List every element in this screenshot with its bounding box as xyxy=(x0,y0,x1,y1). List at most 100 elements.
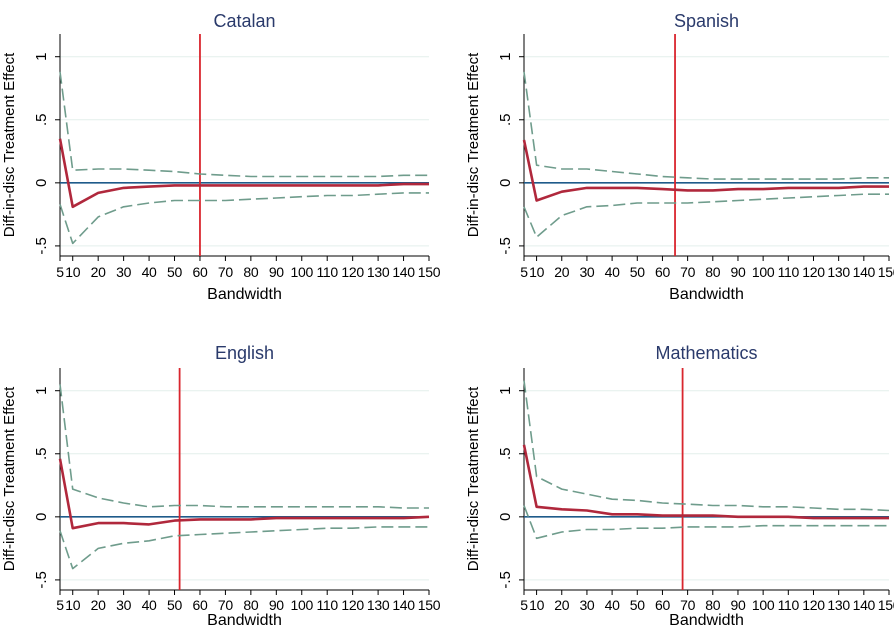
x-tick-label: 5 xyxy=(520,264,528,280)
y-axis-label: Diff-in-disc Treatment Effect xyxy=(465,52,482,237)
data-point xyxy=(813,196,814,197)
series-ci-lower xyxy=(523,193,889,238)
y-tick-label: .5 xyxy=(497,448,514,461)
panel-title: English xyxy=(215,343,274,363)
data-point xyxy=(174,200,175,201)
data-point xyxy=(225,533,226,534)
data-point xyxy=(123,502,124,503)
data-point xyxy=(352,518,353,519)
data-point xyxy=(250,176,251,177)
data-point xyxy=(813,187,814,188)
data-point xyxy=(863,525,864,526)
data-point xyxy=(737,505,738,506)
x-tick-label: 100 xyxy=(291,264,314,280)
data-point xyxy=(737,516,738,517)
data-point xyxy=(250,519,251,520)
data-point xyxy=(98,523,99,524)
y-axis-label: Diff-in-disc Treatment Effect xyxy=(465,386,482,571)
data-point xyxy=(301,518,302,519)
data-point xyxy=(123,206,124,207)
data-point xyxy=(687,515,688,516)
y-tick-label: .5 xyxy=(33,448,50,461)
x-tick-label: 150 xyxy=(878,264,894,280)
data-point xyxy=(637,528,638,529)
x-tick-label: 10 xyxy=(529,264,544,280)
data-point xyxy=(612,499,613,500)
data-point xyxy=(428,526,429,527)
data-point xyxy=(98,216,99,217)
x-axis-label: Bandwidth xyxy=(207,612,282,628)
data-point xyxy=(72,528,73,529)
data-point xyxy=(428,516,429,517)
data-point xyxy=(863,518,864,519)
data-point xyxy=(561,215,562,216)
data-point xyxy=(174,171,175,172)
data-point xyxy=(98,497,99,498)
data-point xyxy=(712,526,713,527)
y-tick-label: 1 xyxy=(33,387,50,395)
data-point xyxy=(199,200,200,201)
data-point xyxy=(225,175,226,176)
x-tick-label: 120 xyxy=(802,597,825,613)
series-estimate xyxy=(522,139,889,202)
series-ci-upper xyxy=(523,380,890,512)
data-point xyxy=(174,520,175,521)
data-point xyxy=(838,178,839,179)
data-point xyxy=(276,506,277,507)
data-point xyxy=(301,196,302,197)
x-tick-label: 5 xyxy=(56,264,64,280)
x-tick-label: 70 xyxy=(218,264,233,280)
x-tick-label: 120 xyxy=(341,597,364,613)
data-point xyxy=(148,506,149,507)
series-estimate xyxy=(522,444,889,520)
x-tick-label: 110 xyxy=(316,264,338,280)
data-point xyxy=(301,176,302,177)
data-point xyxy=(687,526,688,527)
data-point xyxy=(378,526,379,527)
data-point xyxy=(59,384,60,385)
data-point xyxy=(276,530,277,531)
data-point xyxy=(225,200,226,201)
data-point xyxy=(662,176,663,177)
data-point xyxy=(428,184,429,185)
data-point xyxy=(174,535,175,536)
data-point xyxy=(863,194,864,195)
data-point xyxy=(763,178,764,179)
data-point xyxy=(586,510,587,511)
series-ci-upper xyxy=(523,71,889,180)
data-point xyxy=(72,568,73,569)
data-point xyxy=(712,190,713,191)
data-point xyxy=(174,185,175,186)
x-tick-label: 60 xyxy=(655,597,670,613)
data-point xyxy=(788,516,789,517)
x-tick-label: 150 xyxy=(878,597,894,613)
data-point xyxy=(712,505,713,506)
data-point xyxy=(561,168,562,169)
x-tick-label: 120 xyxy=(802,264,825,280)
x-tick-label: 80 xyxy=(243,264,258,280)
x-tick-label: 20 xyxy=(91,597,106,613)
x-tick-label: 150 xyxy=(418,264,441,280)
data-point xyxy=(788,178,789,179)
data-point xyxy=(612,205,613,206)
x-tick-label: 60 xyxy=(192,597,207,613)
data-point xyxy=(148,170,149,171)
data-point xyxy=(763,189,764,190)
data-point xyxy=(637,187,638,188)
data-point xyxy=(225,185,226,186)
data-point xyxy=(523,206,524,207)
data-point xyxy=(863,186,864,187)
data-point xyxy=(403,184,404,185)
x-tick-label: 140 xyxy=(392,264,415,280)
data-point xyxy=(199,534,200,535)
panel-title: Catalan xyxy=(213,11,275,31)
x-tick-label: 80 xyxy=(705,597,720,613)
data-point xyxy=(98,192,99,193)
data-point xyxy=(352,185,353,186)
data-point xyxy=(612,514,613,515)
data-point xyxy=(123,168,124,169)
data-point xyxy=(788,197,789,198)
data-point xyxy=(301,529,302,530)
x-tick-label: 60 xyxy=(655,264,670,280)
data-point xyxy=(378,506,379,507)
